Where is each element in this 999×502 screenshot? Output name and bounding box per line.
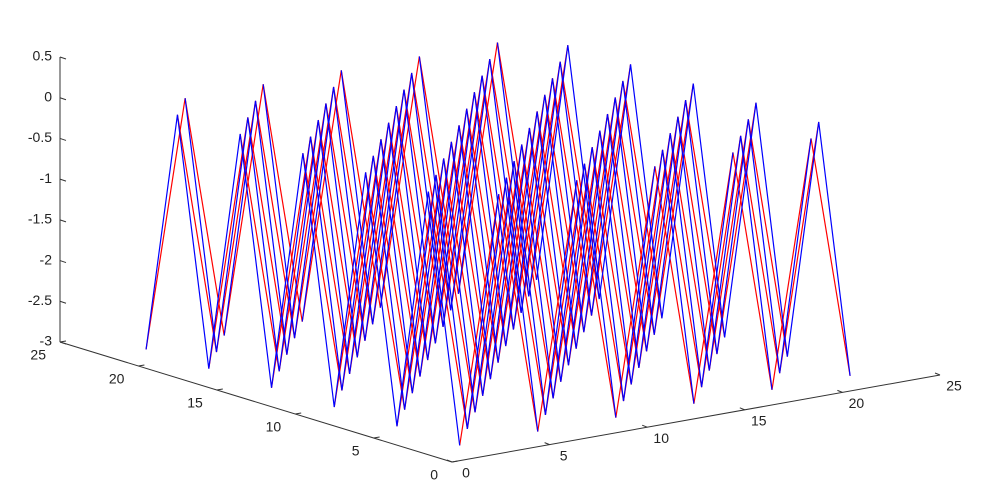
y-tick [451,460,459,463]
z-tick [59,178,67,182]
z-tick [59,219,67,223]
z-tick-label: -2 [40,251,53,267]
z-tick-label: 0.5 [33,48,53,64]
z-tick [59,56,67,60]
z-tick [59,97,67,101]
z-tick-label: -2.5 [28,292,52,308]
y-tick [295,412,302,415]
x-tick [544,442,550,446]
x-axis [451,374,941,463]
x-tick-label: 10 [653,430,669,446]
y-tick-label: 0 [430,467,438,483]
mesh-column [457,58,773,390]
mesh-column [379,72,695,404]
y-tick-label: 20 [109,371,125,387]
y-tick-label: 10 [266,419,282,435]
mesh-column [418,56,734,388]
y-tick-label: 15 [187,395,203,411]
z-tick-label: 0 [44,88,52,104]
z-tick [59,137,67,141]
mesh-column [535,45,851,376]
mesh-column [145,114,461,446]
y-tick [138,364,145,367]
x-tick [642,424,648,428]
z-tick [59,341,67,345]
x-tick [934,372,941,376]
mesh-column [496,42,812,374]
z-tick [59,260,67,264]
z-tick-label: -1.5 [28,211,52,227]
y-tick-label: 25 [30,347,46,363]
x-tick-label: 5 [560,447,568,463]
x-tick-label: 0 [462,465,470,481]
y-tick [373,436,380,439]
x-tick-label: 15 [751,413,767,429]
y-tick-label: 5 [352,443,360,459]
x-tick-label: 25 [946,378,962,394]
z-tick-label: -3 [40,333,53,349]
y-tick [216,388,223,391]
mesh-column [223,100,539,432]
x-tick [837,389,843,393]
z-tick-label: -1 [40,170,53,186]
mesh-column [301,86,617,418]
z-tick [59,300,67,304]
x-tick-label: 20 [849,395,865,411]
z-tick-label: -0.5 [28,129,52,145]
x-tick [739,407,745,411]
x-tick [446,459,453,463]
y-axis [59,341,453,463]
